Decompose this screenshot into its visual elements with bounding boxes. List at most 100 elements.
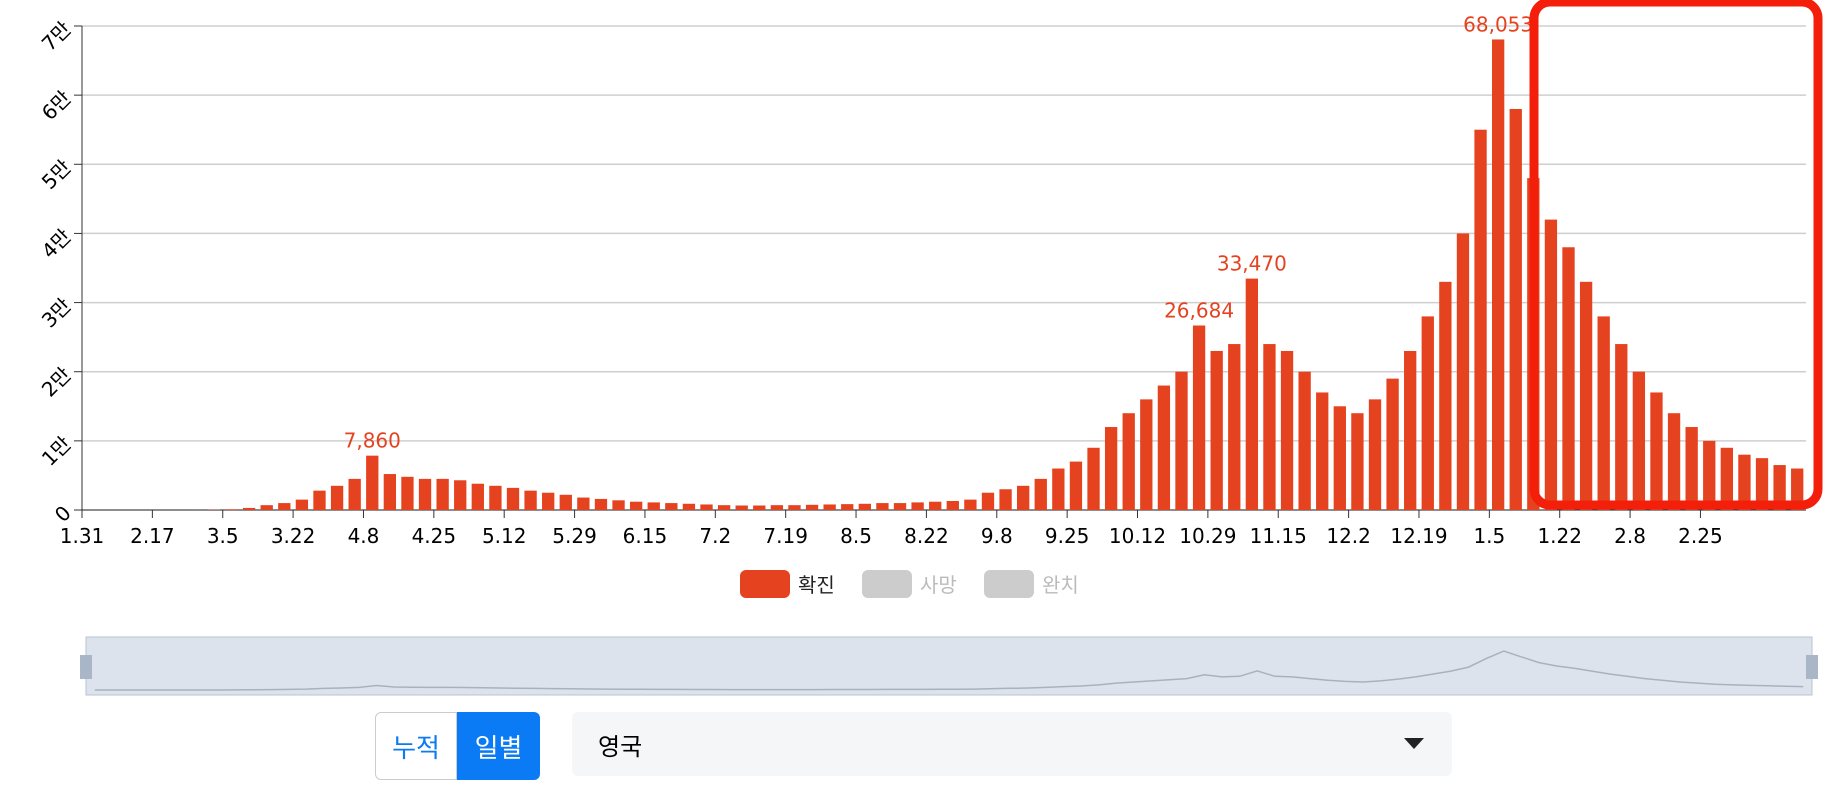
bar bbox=[1069, 461, 1083, 510]
bar bbox=[1140, 399, 1153, 510]
legend-swatch bbox=[862, 570, 912, 598]
bar bbox=[278, 503, 291, 510]
bar bbox=[260, 505, 273, 510]
bar bbox=[1421, 316, 1434, 510]
x-tick-label: 10.29 bbox=[1179, 524, 1236, 548]
bar bbox=[1017, 485, 1030, 510]
range-slider[interactable] bbox=[80, 636, 1818, 696]
bar bbox=[1263, 344, 1276, 510]
bar bbox=[1368, 399, 1382, 510]
dropdown[interactable]: 영국 bbox=[572, 712, 1452, 776]
bar bbox=[1667, 413, 1681, 510]
x-tick-label: 11.15 bbox=[1250, 524, 1307, 548]
bar bbox=[1175, 371, 1188, 510]
bar bbox=[1791, 468, 1804, 510]
bar bbox=[1474, 129, 1487, 510]
bar bbox=[612, 500, 625, 510]
bar bbox=[489, 485, 502, 510]
bar bbox=[1491, 39, 1505, 511]
bar bbox=[295, 499, 309, 510]
bar bbox=[1192, 325, 1206, 510]
bar bbox=[1439, 281, 1452, 510]
bar bbox=[682, 503, 696, 510]
bar bbox=[225, 509, 238, 510]
x-tick-label: 3.22 bbox=[271, 524, 316, 548]
x-tick-label: 9.25 bbox=[1045, 524, 1090, 548]
bar bbox=[1122, 413, 1135, 510]
bar bbox=[1404, 350, 1417, 510]
data-label: 7,860 bbox=[344, 429, 401, 453]
bar bbox=[1562, 247, 1575, 510]
bar bbox=[823, 504, 836, 510]
x-tick-label: 7.19 bbox=[763, 524, 808, 548]
bar bbox=[418, 478, 432, 510]
button[interactable]: 일별 bbox=[457, 712, 540, 780]
bar bbox=[1615, 344, 1628, 510]
bar bbox=[946, 501, 959, 510]
bar bbox=[647, 502, 660, 510]
x-tick-label: 10.12 bbox=[1109, 524, 1166, 548]
x-tick-label: 8.5 bbox=[840, 524, 872, 548]
bar bbox=[1245, 278, 1259, 510]
bar bbox=[1104, 427, 1118, 510]
legend: 확진 사망 완치 bbox=[740, 570, 1079, 598]
bar bbox=[1228, 344, 1241, 510]
x-tick-label: 1.31 bbox=[60, 524, 105, 548]
bar bbox=[805, 504, 819, 510]
bar bbox=[999, 489, 1012, 510]
bar bbox=[1333, 406, 1346, 510]
legend-swatch bbox=[740, 570, 790, 598]
chart: 0 1만 2만 3만 4만 5만 6만 7만 1.31 2.17 3.5 3.22 4.8 7,860 4.… bbox=[37, 0, 1823, 696]
x-tick-label: 9.8 bbox=[981, 524, 1013, 548]
bar bbox=[559, 494, 572, 510]
bar bbox=[629, 501, 643, 510]
x-tick-label: 1.22 bbox=[1537, 524, 1582, 548]
x-tick-label: 12.19 bbox=[1390, 524, 1447, 548]
bar bbox=[753, 505, 766, 510]
slider-handle[interactable] bbox=[1806, 655, 1818, 679]
bar bbox=[1298, 371, 1311, 510]
bar bbox=[1738, 454, 1751, 510]
x-tick-label: 8.22 bbox=[904, 524, 949, 548]
bar bbox=[242, 507, 256, 510]
bar bbox=[1597, 316, 1610, 510]
button[interactable]: 누적 bbox=[375, 712, 457, 780]
x-tick-label: 2.25 bbox=[1678, 524, 1723, 548]
bar bbox=[665, 503, 678, 510]
y-tick-label: 1만 bbox=[37, 432, 76, 471]
bar bbox=[1280, 350, 1294, 510]
bar bbox=[1544, 219, 1558, 510]
bar bbox=[1210, 350, 1223, 510]
x-tick-label: 4.8 bbox=[348, 524, 380, 548]
bar bbox=[770, 505, 784, 510]
bar bbox=[1087, 447, 1100, 510]
y-tick-label: 0 bbox=[50, 501, 76, 527]
bar bbox=[542, 492, 555, 510]
data-label: 33,470 bbox=[1217, 252, 1287, 276]
bar bbox=[594, 498, 608, 510]
y-tick-label: 5만 bbox=[37, 155, 76, 194]
bar bbox=[929, 501, 942, 510]
legend-label: 완치 bbox=[1042, 573, 1079, 597]
x-tick-label: 6.15 bbox=[623, 524, 668, 548]
bar bbox=[1052, 468, 1065, 510]
legend-swatch bbox=[984, 570, 1034, 598]
bar bbox=[1579, 281, 1593, 510]
bar bbox=[313, 490, 326, 510]
bar bbox=[841, 504, 854, 510]
bar bbox=[1720, 447, 1733, 510]
x-tick-label: 2.17 bbox=[130, 524, 175, 548]
bar bbox=[1157, 385, 1171, 510]
bar bbox=[1685, 427, 1698, 510]
bar bbox=[1755, 458, 1769, 510]
x-tick-label: 5.29 bbox=[552, 524, 597, 548]
bar bbox=[506, 487, 520, 510]
bar bbox=[524, 490, 537, 510]
highlight-box bbox=[1529, 0, 1823, 510]
legend-label: 확진 bbox=[798, 573, 835, 597]
y-tick-label: 6만 bbox=[37, 86, 76, 125]
x-tick-label: 2.8 bbox=[1614, 524, 1646, 548]
bar bbox=[1034, 478, 1047, 510]
bar bbox=[471, 483, 484, 510]
slider-handle[interactable] bbox=[80, 655, 92, 679]
